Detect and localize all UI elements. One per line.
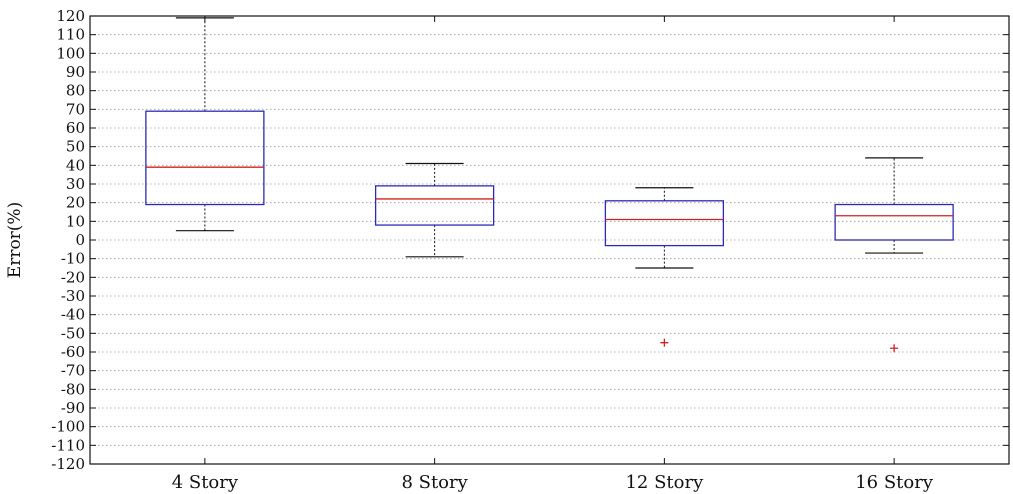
y-tick-label: -100: [51, 418, 85, 436]
y-tick-label: 50: [66, 138, 85, 156]
box-group: [834, 157, 954, 353]
y-tick-label: -10: [61, 250, 85, 268]
y-tick-label: 110: [56, 26, 85, 44]
grid-lines: [90, 34, 1009, 446]
outlier-marker: [660, 338, 669, 347]
y-axis-title: Error(%): [5, 202, 25, 278]
y-tick-label: -40: [61, 306, 85, 324]
iqr-box: [374, 185, 495, 226]
y-tick-label: -60: [61, 343, 85, 361]
iqr-box: [834, 203, 954, 241]
y-tick-label: -50: [61, 324, 85, 342]
iqr-box: [604, 200, 725, 247]
box-group: [604, 187, 725, 347]
y-tick-label: 60: [66, 119, 85, 137]
y-tick-label: 20: [66, 194, 85, 212]
axes: [89, 15, 1010, 465]
y-tick-label: 10: [66, 212, 85, 230]
y-tick-label: 80: [66, 82, 85, 100]
y-tick-label: -70: [61, 362, 85, 380]
y-tick-label: 90: [66, 63, 85, 81]
y-tick-label: -90: [61, 399, 85, 417]
labels: Error(%) 1201101009080706050403020100-10…: [5, 7, 934, 493]
plot-frame: [89, 15, 1010, 465]
y-tick-label: 120: [56, 7, 85, 25]
y-tick-label: 70: [66, 100, 85, 118]
y-tick-label: -30: [61, 287, 85, 305]
boxes: [145, 17, 954, 353]
y-tick-label: -20: [61, 268, 85, 286]
x-category-label: 16 Story: [855, 472, 934, 493]
x-category-label: 12 Story: [625, 472, 704, 493]
y-tick-label: 100: [56, 44, 85, 62]
iqr-box: [145, 110, 265, 206]
y-tick-label: 30: [66, 175, 85, 193]
y-tick-label: -80: [61, 380, 85, 398]
y-tick-label: -120: [51, 455, 85, 473]
y-tick-label: 40: [66, 156, 85, 174]
outlier-marker: [890, 344, 899, 353]
y-tick-label: 0: [75, 231, 85, 249]
x-category-label: 8 Story: [401, 472, 468, 493]
x-category-label: 4 Story: [172, 472, 239, 493]
y-tick-label: -110: [51, 436, 85, 454]
box-group: [145, 17, 265, 232]
box-group: [374, 162, 495, 258]
